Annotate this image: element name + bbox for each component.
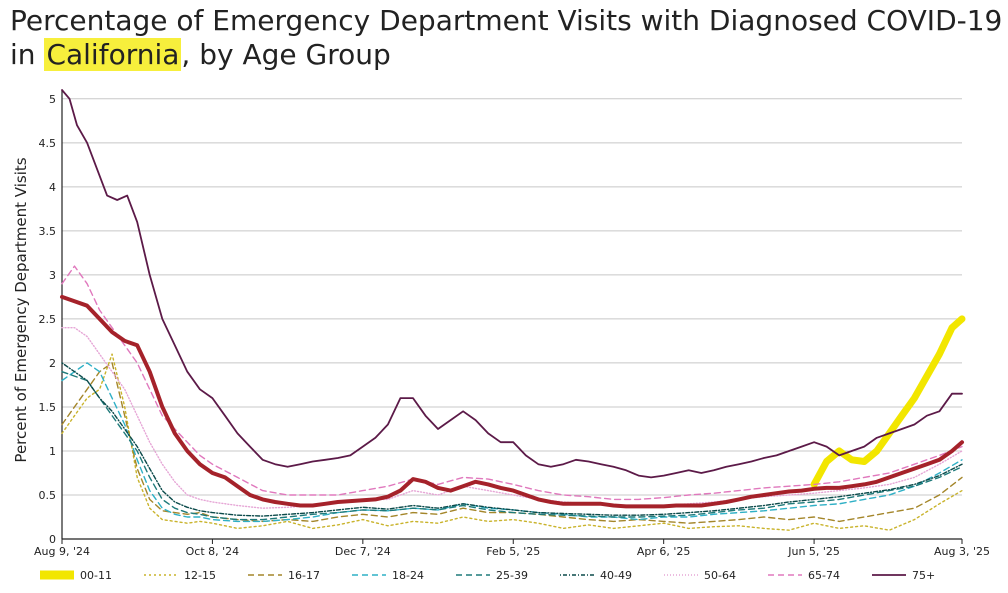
x-tick-label: Dec 7, '24 [335,545,391,558]
series-line-16-17 [61,362,963,524]
y-tick-label: 2.5 [39,313,57,326]
x-tick-label: Feb 5, '25 [486,545,540,558]
x-tick-label: Oct 8, '24 [186,545,240,558]
legend-label-50-64: 50-64 [704,569,736,582]
series-line-12-15 [61,353,963,531]
y-tick-label: 4 [49,181,56,194]
x-tick-label: Aug 9, '24 [34,545,90,558]
y-tick-label: 0.5 [39,489,57,502]
legend-label-00-11: 00-11 [80,569,112,582]
x-axis-ticks: Aug 9, '24 Oct 8, '24 Dec 7, '24 Feb 5, '25… [34,539,990,558]
y-tick-label: 3.5 [39,225,57,238]
y-tick-label: 4.5 [39,137,57,150]
x-tick-label: Aug 3, '25 [934,545,990,558]
y-tick-label: 3 [49,269,56,282]
series-line-25-39 [61,371,963,521]
grid-lines [61,90,962,540]
y-axis-ticks: 0 0.5 1 1.5 2 2.5 3 3.5 4 4.5 5 [39,93,57,546]
y-tick-label: 1.5 [39,401,57,414]
chart-title-line-2: in California, by Age Group [10,38,1000,72]
y-tick-label: 1 [49,445,56,458]
y-tick-label: 0 [49,533,56,546]
state-highlight: California [44,38,182,71]
series-lines [60,89,966,531]
series-line-65-74 [61,265,963,501]
legend-label-18-24: 18-24 [392,569,424,582]
y-axis-label: Percent of Emergency Department Visits [12,157,30,462]
x-tick-label: Apr 6, '25 [637,545,691,558]
series-line-40-49 [61,362,963,517]
legend-label-65-74: 65-74 [808,569,840,582]
legend-label-40-49: 40-49 [600,569,632,582]
legend-label-25-39: 25-39 [496,569,528,582]
legend-label-16-17: 16-17 [288,569,320,582]
chart-title-suffix: , by Age Group [181,38,391,71]
y-tick-label: 2 [49,357,56,370]
chart-title-line-1: Percentage of Emergency Department Visit… [10,4,1003,37]
y-tick-label: 5 [49,93,56,106]
legend: 00-11 12-15 16-17 18-24 25-39 40-49 50-64 65-74… [40,569,935,582]
series-line-50-64 [61,327,963,509]
series-line-75+ [61,89,963,479]
series-line-18-24 [61,362,963,523]
chart-title-prefix: in [10,38,45,71]
series-line-all-ages [60,294,964,509]
legend-label-12-15: 12-15 [184,569,216,582]
legend-label-75+: 75+ [912,569,935,582]
chart-title: Percentage of Emergency Department Visit… [10,4,1003,72]
x-tick-label: Jun 5, '25 [787,545,840,558]
